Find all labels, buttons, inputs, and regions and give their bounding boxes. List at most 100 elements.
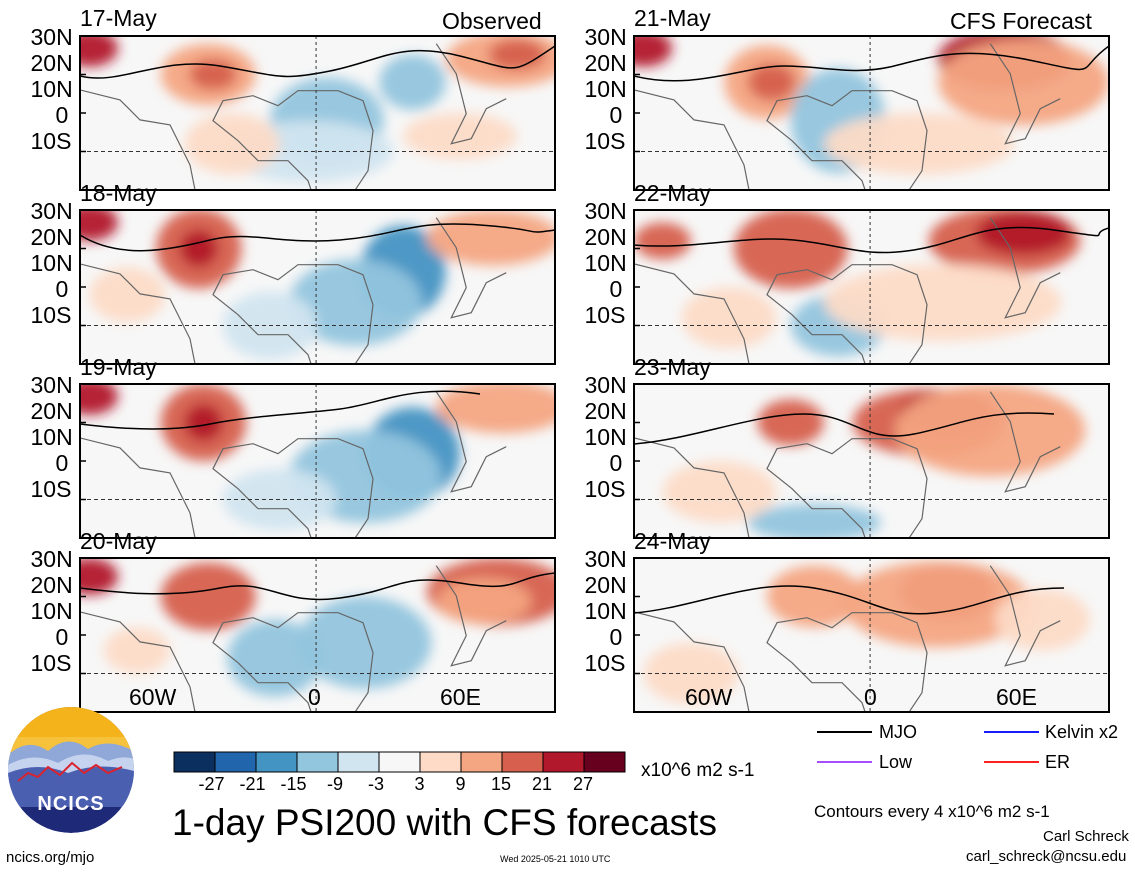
chart-title: 1-day PSI200 with CFS forecasts (172, 802, 717, 843)
shading-blob (824, 113, 1014, 175)
shading-blob (103, 627, 171, 674)
colorbar-swatch (501, 751, 544, 773)
shading-blob (662, 461, 777, 523)
mjo-contour (80, 572, 555, 601)
lat-tick-label: 10N (584, 250, 627, 276)
map-panel (634, 384, 1109, 538)
lat-tick-label: 30N (584, 198, 627, 224)
coastline (766, 438, 928, 538)
observed-header: Observed (442, 8, 542, 34)
legend-label: Low (879, 752, 913, 772)
shading-blob (757, 399, 824, 446)
lat-tick-label: 0 (609, 276, 623, 302)
coastline (80, 263, 196, 364)
shading-blob (634, 222, 691, 260)
shading-blob (733, 210, 848, 289)
lon-tick-label: 60E (440, 684, 481, 710)
colorbar-tick-label: -9 (327, 774, 344, 794)
lat-tick-label: 10N (584, 598, 627, 624)
shading-blob (80, 384, 118, 415)
coastline (212, 438, 374, 538)
colorbar-tick-label: 3 (414, 774, 425, 794)
lon-tick-label: 60W (685, 684, 733, 710)
coastline (212, 264, 374, 364)
coastline (989, 43, 1061, 145)
coastline (989, 391, 1061, 493)
timestamp: Wed 2025-05-21 1010 UTC (500, 854, 611, 864)
colorbar-swatch (296, 751, 339, 773)
shading-blob (938, 39, 1109, 126)
shading-blob (634, 36, 672, 67)
mjo-contour (634, 45, 1109, 82)
coastline (435, 43, 507, 145)
ncics-logo: NCICS (8, 707, 134, 833)
colorbar-tick-label: -3 (368, 774, 385, 794)
legend-label: MJO (879, 722, 917, 742)
lat-tick-label: 0 (609, 102, 623, 128)
panel-date-label: 21-May (634, 5, 711, 31)
coastline (212, 612, 374, 712)
panel-date-label: 22-May (634, 180, 711, 206)
lat-tick-label: 0 (609, 624, 623, 650)
lat-tick-label: 0 (55, 450, 69, 476)
colorbar-swatch (542, 751, 585, 773)
shading-blob (976, 211, 1071, 255)
shading-blob (843, 561, 1033, 648)
lat-tick-label: 30N (584, 24, 627, 50)
panel-date-label: 20-May (80, 528, 157, 554)
shading-blob (80, 558, 118, 595)
coastline (634, 263, 750, 364)
legend-label: Kelvin x2 (1045, 722, 1119, 742)
lat-tick-label: 10S (30, 476, 72, 502)
mjo-contour (634, 412, 1055, 445)
map-panel (80, 36, 555, 190)
author-email: carl_schreck@ncsu.edu (966, 848, 1127, 865)
map-panel (80, 210, 555, 364)
lat-tick-label: 0 (609, 450, 623, 476)
contour-note: Contours every 4 x10^6 m2 s-1 (814, 802, 1050, 821)
colorbar-swatch (583, 751, 626, 773)
lat-tick-label: 30N (30, 546, 73, 572)
shading-blob (89, 266, 166, 323)
author-name: Carl Schreck (1043, 828, 1129, 845)
panel-date-label: 23-May (634, 354, 711, 380)
shading-blob (824, 263, 1062, 341)
coastline (634, 89, 750, 190)
panel-date-label: 18-May (80, 180, 157, 206)
colorbar-tick-label: -15 (280, 774, 307, 794)
shading-blob (895, 384, 1086, 477)
lat-tick-label: 10N (30, 424, 73, 450)
lat-tick-label: 10S (584, 650, 626, 676)
shading-blob (995, 588, 1090, 651)
coastline (435, 391, 507, 493)
coastline (766, 612, 928, 712)
shading-blob (748, 63, 796, 101)
colorbar-tick-label: 27 (573, 774, 594, 794)
colorbar-tick-label: -21 (239, 774, 266, 794)
lat-tick-label: 0 (55, 276, 69, 302)
lat-tick-label: 20N (30, 398, 73, 424)
colorbar-tick-label: 9 (455, 774, 466, 794)
lat-tick-label: 10N (30, 598, 73, 624)
lat-tick-label: 30N (584, 372, 627, 398)
coastline (766, 90, 928, 190)
site-link[interactable]: ncics.org/mjo (6, 849, 95, 866)
shading-blob (379, 54, 446, 110)
lat-tick-label: 20N (584, 224, 627, 250)
lat-tick-label: 20N (584, 50, 627, 76)
mjo-contour (634, 585, 1065, 615)
colorbar-swatch (255, 751, 298, 773)
mjo-contour (80, 390, 481, 430)
coastline (435, 565, 507, 667)
lat-tick-label: 10S (30, 650, 72, 676)
shading-blob (436, 384, 555, 434)
shading-blob (184, 113, 280, 175)
lat-tick-label: 10N (584, 424, 627, 450)
lat-tick-label: 10N (30, 250, 73, 276)
lat-tick-label: 20N (30, 50, 73, 76)
mjo-contour (634, 226, 1109, 254)
coastline (989, 217, 1061, 319)
lon-tick-label: 60W (129, 684, 177, 710)
shading-blob (289, 259, 422, 346)
